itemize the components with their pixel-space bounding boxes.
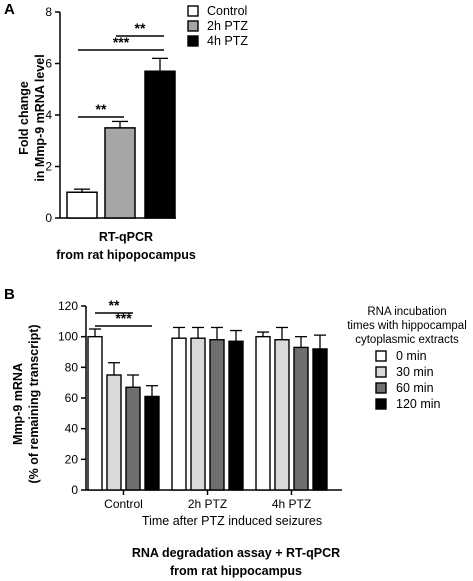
panel-b-bar [87,335,103,491]
panel-a-legend-label: Control [207,4,247,18]
panel-a-ytick-label: 2 [45,160,52,174]
panel-a-bar [104,127,136,219]
panel-a-ytick-label: 6 [45,57,52,71]
panel-a-legend-label: 2h PTZ [207,19,248,33]
panel-b-bar [255,335,271,491]
panel-b-ytick-label: 40 [65,422,79,436]
panel-a-significance-label: ** [96,101,107,117]
panel-b-bar [106,374,122,491]
panel-b: B 0 20 40 60 80 100 120 Control 2h PTZ 4h PTZ ****… [4,286,467,578]
panel-a-legend-swatch [187,20,199,32]
panel-b-significance-label: *** [115,310,132,326]
panel-b-legend-title-line2: times with hippocampal [347,320,467,332]
panel-b-bar [228,340,244,491]
panel-b-ytick-label: 100 [58,330,78,344]
panel-b-bar [209,339,225,491]
panel-b-ylabel-line1: Mmp-9 mRNA [11,363,25,445]
panel-b-xtick-label: 4h PTZ [272,497,311,511]
panel-b-legend-label: 0 min [396,349,427,363]
panel-a-label: A [4,1,15,18]
panel-a-ylabel-line1: Fold change [17,81,31,155]
panel-b-ytick-label: 60 [65,391,79,405]
panel-b-legend-label: 60 min [396,381,434,395]
panel-b-bar [190,337,206,491]
panel-b-bar [171,337,187,491]
panel-b-bar [144,395,160,491]
panel-b-ytick-label: 80 [65,360,79,374]
panel-b-caption-line1: RNA degradation assay + RT-qPCR [132,546,340,560]
panel-b-legend-label: 120 min [396,397,441,411]
panel-b-significance-label: ** [109,297,120,313]
panel-b-ytick-label: 20 [65,452,79,466]
panel-b-label: B [4,286,15,303]
panel-a-ytick-label: 4 [45,108,52,122]
panel-b-ytick-label: 120 [58,299,78,313]
panel-b-ytick-label: 0 [71,483,78,497]
panel-b-bar [293,346,309,491]
panel-a-ylabel-line2: in Mmp-9 mRNA level [33,54,47,181]
panel-b-legend-label: 30 min [396,365,434,379]
panel-b-bar [125,386,141,491]
panel-a-xlabel-line1: RT-qPCR [99,230,153,244]
panel-b-legend-swatch [375,382,387,394]
panel-a-legend-swatch [187,35,199,47]
panel-a-significance-label: ** [135,20,146,36]
panel-a-ytick-label: 8 [45,5,52,19]
panel-b-ylabel-line2: (% of remaining transcript) [27,324,41,483]
panel-b-legend-title-line1: RNA incubation [367,306,446,318]
panel-b-xlabel: Time after PTZ induced seizures [142,514,322,528]
panel-a-bar [144,70,176,219]
panel-b-legend-swatch [375,398,387,410]
panel-b-legend-title-line3: cytoplasmic extracts [355,334,459,346]
panel-b-caption-line2: from rat hippocampus [170,564,302,578]
panel-b-bar [312,348,328,491]
panel-b-xtick-label: 2h PTZ [188,497,227,511]
panel-a-bar [66,191,98,219]
panel-a-xlabel-line2: from rat hipopocampus [56,248,196,262]
panel-a-legend-swatch [187,5,199,17]
panel-b-bar [274,339,290,491]
panel-a-significance-label: *** [113,34,130,50]
panel-a-legend-label: 4h PTZ [207,34,248,48]
panel-b-legend-swatch [375,366,387,378]
panel-b-xtick-label: Control [104,497,143,511]
panel-b-legend-swatch [375,350,387,362]
panel-a-ytick-label: 0 [45,211,52,225]
